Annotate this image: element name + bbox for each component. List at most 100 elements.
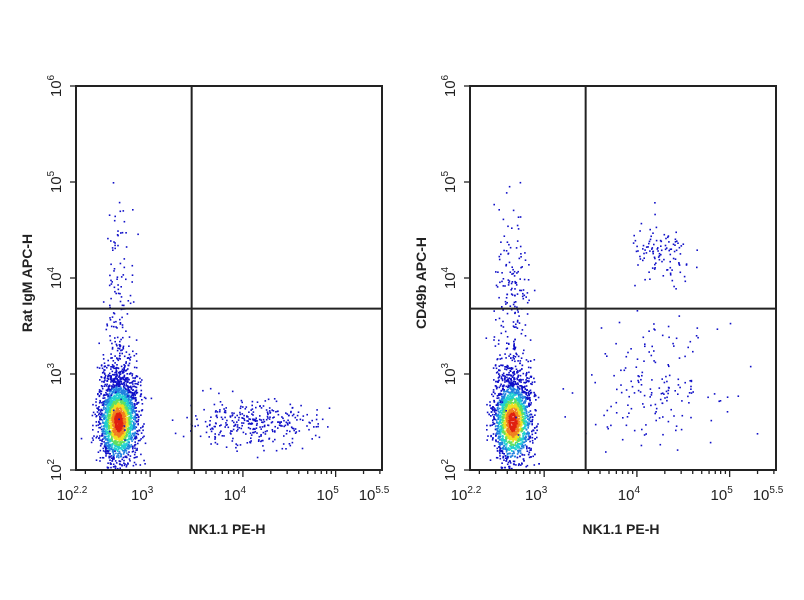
event-dot — [512, 382, 515, 385]
event-dot — [509, 381, 511, 383]
event-dot — [496, 407, 499, 409]
event-dot — [255, 424, 258, 426]
event-dot — [119, 414, 122, 416]
event-dot — [140, 389, 143, 392]
event-dot — [137, 418, 140, 421]
event-dot — [246, 420, 248, 422]
event-dot — [214, 411, 217, 413]
event-dot — [112, 424, 114, 427]
event-dot — [128, 378, 130, 381]
event-dot — [135, 435, 138, 438]
event-dot — [242, 422, 245, 424]
event-dot — [125, 403, 127, 405]
event-dot — [522, 397, 524, 400]
event-dot — [515, 368, 518, 371]
event-dot — [96, 411, 99, 413]
event-dot — [131, 373, 134, 375]
event-dot — [114, 401, 116, 403]
event-dot — [280, 421, 282, 423]
event-dot — [182, 435, 185, 438]
event-dot — [507, 408, 510, 411]
event-dot — [504, 353, 506, 355]
event-dot — [112, 405, 114, 407]
event-dot — [129, 460, 131, 462]
event-dot — [122, 336, 124, 339]
event-dot — [292, 427, 295, 430]
event-dot — [119, 391, 122, 394]
event-dot — [91, 414, 94, 417]
event-dot — [126, 464, 128, 466]
event-dot — [106, 366, 108, 369]
event-dot — [107, 421, 110, 423]
event-dot — [119, 427, 121, 430]
event-dot — [498, 422, 500, 424]
event-dot — [252, 418, 254, 420]
event-dot — [99, 460, 101, 462]
event-dot — [116, 374, 118, 377]
event-dot — [513, 452, 515, 455]
event-dot — [289, 430, 291, 433]
event-dot — [115, 415, 118, 417]
event-dot — [94, 413, 96, 416]
event-dot — [249, 441, 251, 443]
event-dot — [531, 418, 534, 421]
event-dot — [531, 436, 534, 439]
event-dot — [520, 443, 522, 446]
event-dot — [111, 370, 114, 373]
event-dot — [260, 407, 263, 409]
event-dot — [111, 411, 113, 414]
event-dot — [135, 339, 138, 341]
event-dot — [107, 375, 109, 377]
event-dot — [134, 433, 136, 435]
event-dot — [524, 415, 526, 418]
event-dot — [120, 437, 123, 440]
event-dot — [121, 368, 124, 371]
event-dot — [104, 430, 106, 433]
event-dot — [130, 409, 132, 411]
event-dot — [104, 432, 106, 434]
event-dot — [104, 365, 107, 367]
event-dot — [511, 359, 514, 362]
event-dot — [487, 435, 489, 437]
event-dot — [114, 367, 117, 369]
event-dot — [528, 371, 530, 374]
event-dot — [505, 357, 507, 359]
event-dot — [527, 366, 530, 369]
event-dot — [119, 417, 122, 420]
event-dot — [291, 427, 294, 430]
event-dot — [122, 402, 124, 405]
event-dot — [135, 416, 138, 419]
event-dot — [130, 372, 132, 374]
event-dot — [134, 386, 137, 388]
event-dot — [127, 386, 130, 389]
event-dot — [132, 421, 135, 424]
event-dot — [254, 428, 256, 430]
event-dot — [274, 430, 276, 432]
event-dot — [113, 418, 116, 421]
event-dot — [99, 422, 102, 425]
event-dot — [112, 453, 115, 455]
event-dot — [134, 428, 136, 430]
event-dot — [110, 424, 112, 426]
event-dot — [111, 385, 114, 388]
event-dot — [109, 420, 111, 422]
event-dot — [261, 421, 263, 423]
event-dot — [205, 431, 208, 434]
event-dot — [243, 419, 246, 422]
event-dot — [239, 407, 242, 410]
plot-panel-1: 102.2 103 104 105 105.5102103104105106NK1.1 … — [19, 74, 390, 537]
event-dot — [526, 415, 529, 418]
event-dot — [124, 443, 127, 445]
event-dot — [517, 443, 519, 445]
event-dot — [119, 423, 121, 426]
event-dot — [236, 450, 238, 452]
event-dot — [107, 452, 110, 454]
event-dot — [266, 430, 268, 432]
event-dot — [530, 383, 532, 385]
event-dot — [115, 424, 118, 426]
event-dot — [112, 435, 115, 437]
event-dot — [491, 393, 493, 396]
event-dot — [142, 436, 144, 439]
event-dot — [502, 430, 505, 432]
event-dot — [110, 325, 113, 328]
